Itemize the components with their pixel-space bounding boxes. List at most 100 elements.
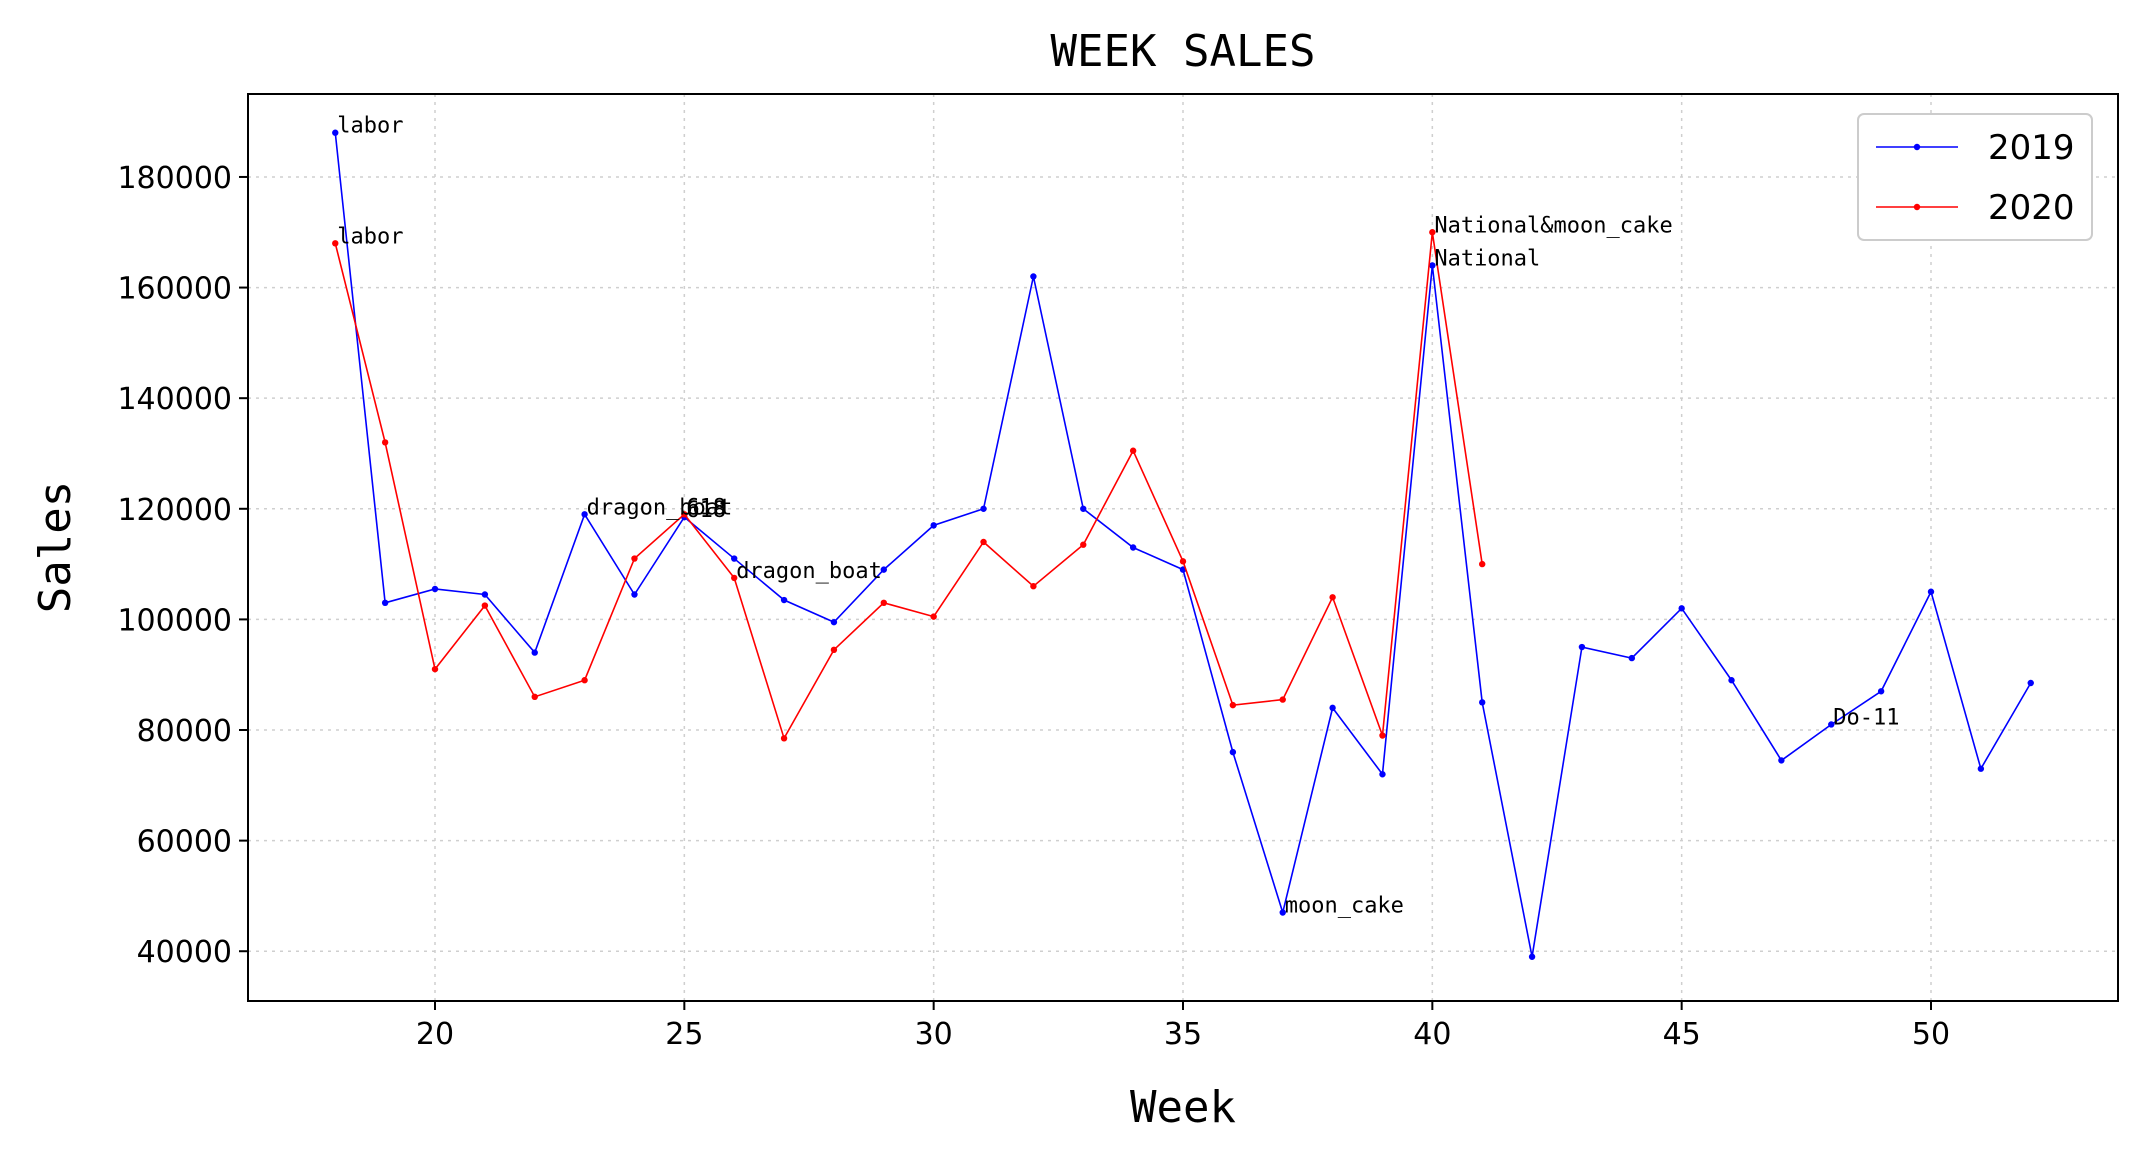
legend-marker (1913, 143, 1921, 151)
data-point (681, 511, 688, 518)
data-point (1927, 588, 1935, 595)
series-2020 (332, 229, 1486, 742)
annotation-label: National (1434, 246, 1540, 271)
data-point (1080, 505, 1087, 512)
chart-title: WEEK SALES (1051, 26, 1316, 77)
plot-frame (247, 93, 2119, 1002)
y-tick-label: 40000 (137, 935, 232, 970)
data-point (980, 538, 987, 546)
data-point (1129, 544, 1137, 551)
data-point (1279, 909, 1286, 916)
y-tick-label: 80000 (137, 714, 232, 749)
data-point (581, 511, 588, 518)
data-point (1030, 583, 1037, 590)
data-point (1279, 696, 1286, 703)
annotations: laborlabordragon_boat618618dragon_boatmo… (337, 114, 1899, 919)
series-line (334, 232, 1483, 741)
data-point (581, 677, 588, 684)
data-point (1728, 677, 1735, 684)
data-point (980, 505, 987, 512)
annotation-label: National&moon_cake (1434, 213, 1672, 238)
data-point (1129, 447, 1137, 454)
data-point (880, 566, 887, 573)
data-point (731, 555, 738, 562)
x-tick-label: 45 (1663, 1017, 1701, 1052)
data-point (531, 693, 538, 701)
legend-label: 2019 (1988, 128, 2075, 168)
y-tick-label: 160000 (117, 272, 232, 307)
y-tick-label: 180000 (117, 161, 232, 196)
annotation-label: 618 (686, 495, 726, 520)
data-point (880, 599, 887, 607)
y-axis-label: Sales (30, 481, 81, 613)
data-point (481, 591, 489, 598)
data-point (830, 618, 838, 626)
data-point (631, 591, 638, 598)
data-point (1628, 654, 1636, 662)
data-point (1877, 688, 1885, 695)
data-point (731, 574, 738, 582)
data-point (1080, 541, 1087, 548)
annotation-label: Do-11 (1833, 705, 1899, 730)
axis-ticks: 20 25 30 35 40 45 50 40000 60000 80000 100000 12000… (117, 161, 1950, 1052)
x-tick-label: 50 (1912, 1017, 1950, 1052)
x-tick-label: 25 (665, 1017, 703, 1052)
grid-lines (248, 94, 2118, 1001)
legend: 2019 2020 (1857, 113, 2093, 241)
annotation-label: labor (337, 114, 403, 139)
data-point (1329, 594, 1336, 601)
data-point (431, 585, 439, 593)
annotation-label: labor (337, 224, 403, 249)
x-tick-label: 40 (1413, 1017, 1451, 1052)
data-point (381, 439, 389, 446)
data-point (1229, 701, 1237, 709)
data-point (1030, 273, 1037, 280)
data-point (481, 602, 489, 609)
annotation-label: dragon_boat (587, 495, 733, 520)
data-point (1977, 765, 1985, 772)
annotation-label: dragon_boat (736, 559, 882, 584)
data-point (431, 665, 439, 673)
data-point (332, 129, 339, 136)
data-point (930, 522, 937, 529)
y-tick-label: 60000 (137, 825, 232, 860)
annotation-label: 618 (686, 498, 726, 523)
data-point (332, 240, 339, 247)
data-point (830, 646, 838, 654)
data-point (1329, 704, 1336, 712)
x-tick-label: 20 (416, 1017, 454, 1052)
data-point (1828, 721, 1835, 728)
data-point (1678, 605, 1685, 612)
data-point (930, 613, 937, 620)
legend-label: 2020 (1988, 188, 2075, 228)
data-point (531, 649, 538, 656)
series-2019 (332, 129, 2034, 960)
data-point (1479, 560, 1486, 568)
y-tick-label: 120000 (117, 493, 232, 528)
data-point (1528, 953, 1536, 960)
data-point (1479, 699, 1486, 706)
x-tick-label: 35 (1164, 1017, 1202, 1052)
legend-item-2019: 2019 (1876, 128, 2075, 168)
data-point (1778, 757, 1785, 764)
legend-item-2020: 2020 (1876, 188, 2075, 228)
data-point (381, 599, 389, 607)
data-point (780, 735, 788, 742)
data-point (1379, 732, 1386, 739)
data-point (1429, 229, 1436, 236)
data-point (631, 555, 638, 562)
data-point (2027, 679, 2034, 687)
data-point (1179, 558, 1187, 565)
series-layer (332, 129, 2034, 960)
data-point (1379, 771, 1386, 778)
legend-marker (1913, 203, 1921, 211)
data-point (1429, 262, 1436, 269)
data-point (1229, 748, 1237, 756)
y-tick-label: 100000 (117, 603, 232, 638)
data-point (1578, 643, 1586, 651)
annotation-label: moon_cake (1285, 894, 1404, 919)
data-point (780, 596, 788, 604)
x-axis-label: Week (1130, 1082, 1236, 1133)
y-tick-label: 140000 (117, 382, 232, 417)
